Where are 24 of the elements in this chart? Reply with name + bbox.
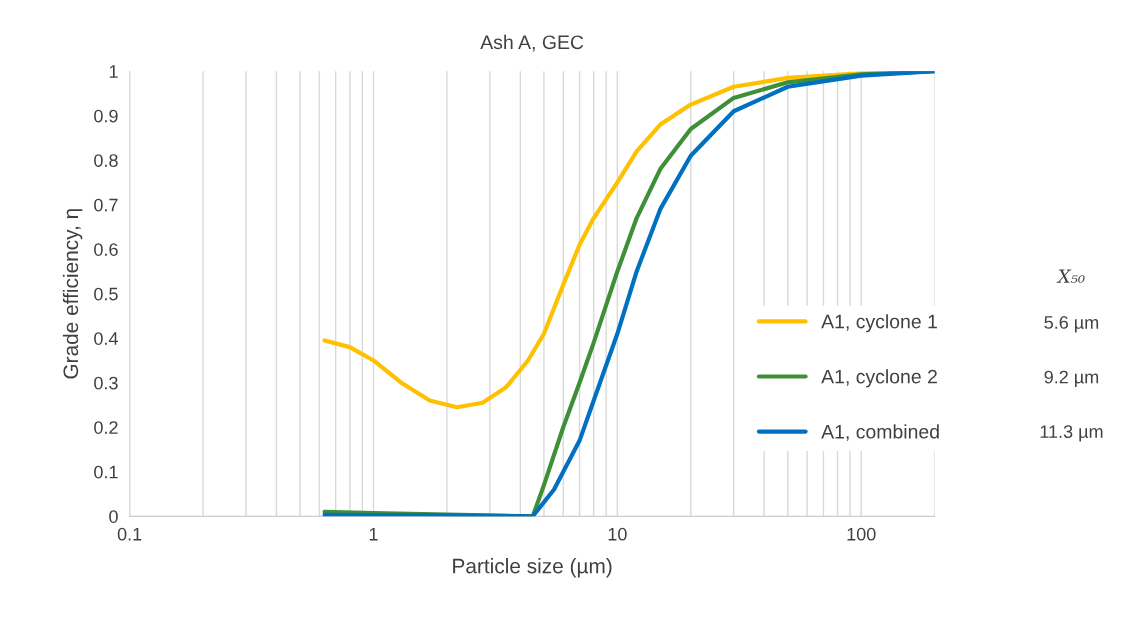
- y-tick-label: 0.7: [94, 198, 118, 212]
- legend-label: A1, cyclone 1: [821, 314, 937, 333]
- text: 11.3 µm: [1040, 425, 1103, 442]
- text: X₅₀: [1056, 269, 1085, 283]
- x-axis-title: Particle size (µm): [453, 558, 612, 578]
- chart-title: Ash A, GEC: [480, 34, 584, 52]
- y-tick-label: 1: [109, 65, 118, 78]
- y-tick-label: 0.1: [94, 465, 118, 479]
- y-tick-label: 0.6: [94, 243, 118, 256]
- y-tick-label: 0.4: [94, 332, 118, 345]
- y-tick-label: 0.5: [94, 287, 118, 301]
- y-tick-label: 0.2: [94, 421, 118, 434]
- legend-label: A1, combined: [821, 424, 939, 441]
- x-tick-label: 1: [369, 528, 378, 541]
- y-tick-label: 0.9: [94, 109, 118, 123]
- y-tick-label: 0.3: [94, 376, 118, 390]
- legend-label: A1, cyclone 2: [821, 369, 937, 388]
- y-tick-label: 0: [109, 510, 118, 523]
- text: 5.6 µm: [1044, 316, 1099, 333]
- x-tick-label: 100: [847, 527, 876, 541]
- text: 9.2 µm: [1044, 370, 1099, 387]
- x-tick-label: 10: [608, 527, 627, 541]
- y-tick-label: 0.8: [94, 154, 118, 167]
- y-axis-title: Grade efficiency, η: [62, 209, 83, 379]
